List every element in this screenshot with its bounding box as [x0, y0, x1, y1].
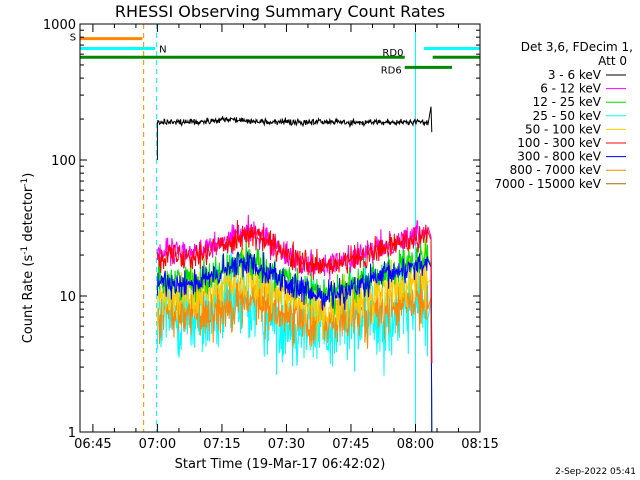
y-axis-label-part: Count Rate (s — [21, 255, 36, 344]
y-tick-label: 10 — [59, 290, 76, 305]
x-tick-label: 07:15 — [203, 437, 240, 452]
legend-entry-label: 3 - 6 keV — [548, 68, 602, 82]
generation-timestamp: 2-Sep-2022 05:41 — [555, 467, 636, 477]
x-tick-label: 07:30 — [268, 437, 305, 452]
x-axis-label: Start Time (19-Mar-17 06:42:02) — [175, 457, 386, 472]
axes-frame — [79, 23, 481, 433]
chart-title: RHESSI Observing Summary Count Rates — [115, 2, 445, 21]
axes: 1000 100 10 106:45 07:00 07:15 07:30 07:45 08:00… — [43, 18, 499, 452]
series-line — [156, 251, 433, 432]
y-tick-label: 1000 — [43, 18, 76, 33]
flag-label: RD0 — [382, 48, 403, 59]
legend-header: Det 3,6, FDecim 1, — [521, 40, 633, 54]
series-line — [156, 220, 433, 364]
legend-entry-label: 50 - 100 keV — [525, 122, 602, 136]
y-tick-label: 1 — [68, 426, 76, 441]
flag-label: N — [159, 45, 166, 56]
legend-entry-label: 100 - 300 keV — [517, 136, 601, 150]
y-axis-label-sup: -1 — [20, 178, 30, 187]
y-axis-label: Count Rate (s-1 detector-1) — [20, 173, 36, 344]
y-axis-label-part: ) — [21, 173, 36, 178]
flag-label: RD6 — [381, 65, 402, 76]
legend-entry-label: 25 - 50 keV — [533, 109, 602, 123]
plot-contents — [80, 24, 480, 432]
x-tick-label: 08:00 — [397, 437, 434, 452]
y-axis-label-part: detector — [21, 186, 36, 246]
series-line — [156, 266, 433, 432]
flag-label: S — [70, 33, 76, 44]
x-tick-label: 07:45 — [332, 437, 369, 452]
series-line — [156, 106, 433, 160]
y-axis-label-sup: -1 — [20, 246, 30, 255]
legend-entry-label: 800 - 7000 keV — [510, 163, 602, 177]
plot-area: S N RD0 RD6 — [70, 24, 480, 432]
legend-header: Att 0 — [598, 54, 627, 68]
y-tick-label: 100 — [51, 154, 76, 169]
x-tick-label: 07:00 — [139, 437, 176, 452]
legend-entry-label: 300 - 800 keV — [517, 150, 601, 164]
x-tick-label: 06:45 — [74, 437, 111, 452]
legend-entry-label: 7000 - 15000 keV — [494, 177, 601, 191]
legend-entry-label: 12 - 25 keV — [533, 95, 602, 109]
legend-entry-label: 6 - 12 keV — [540, 82, 602, 96]
x-tick-label: 08:15 — [461, 437, 498, 452]
